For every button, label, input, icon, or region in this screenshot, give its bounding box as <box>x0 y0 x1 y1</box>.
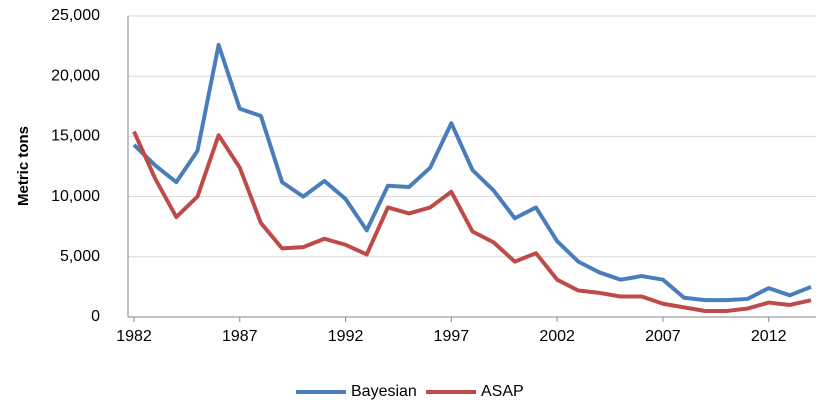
legend-label: ASAP <box>481 383 524 400</box>
y-tick-label: 5,000 <box>60 248 100 265</box>
line-series <box>132 42 812 303</box>
legend-label: Bayesian <box>351 383 417 400</box>
y-tick-label: 15,000 <box>51 128 100 145</box>
y-tick-label: 25,000 <box>51 7 100 24</box>
y-tick-label: 10,000 <box>51 188 100 205</box>
x-tick-label: 2002 <box>539 328 575 345</box>
x-tick-label: 1987 <box>222 328 258 345</box>
line-series <box>132 130 812 313</box>
x-tick-label: 1997 <box>434 328 470 345</box>
x-tick-label: 1992 <box>328 328 364 345</box>
y-tick-label: 20,000 <box>51 67 100 84</box>
y-axis-label: Metric tons <box>15 126 32 206</box>
x-tick-label: 1982 <box>116 328 152 345</box>
x-tick-label: 2007 <box>645 328 681 345</box>
x-tick-label: 2012 <box>751 328 787 345</box>
y-tick-label: 0 <box>91 308 100 325</box>
